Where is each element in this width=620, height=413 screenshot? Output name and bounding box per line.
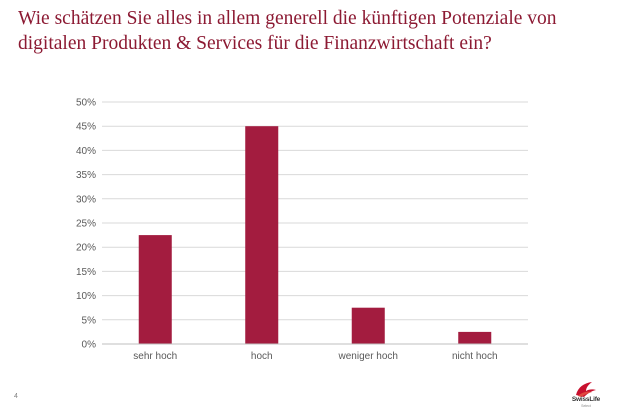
y-tick-label: 50%: [76, 98, 96, 109]
bar-weniger-hoch: [351, 307, 385, 344]
bar-hoch: [245, 126, 279, 344]
y-tick-label: 5%: [82, 315, 97, 326]
x-tick-label: hoch: [251, 351, 273, 362]
logo-subtext: Select: [581, 404, 591, 408]
y-tick-label: 30%: [76, 194, 96, 205]
y-tick-label: 20%: [76, 243, 96, 254]
x-tick-label: sehr hoch: [133, 351, 177, 362]
x-tick-label: nicht hoch: [452, 351, 498, 362]
logo-text: SwissLife: [571, 396, 601, 403]
y-tick-label: 0%: [82, 340, 97, 351]
y-tick-label: 10%: [76, 291, 96, 302]
y-axis-ticks: 0% 5% 10% 15% 20% 25% 30% 35% 40% 45% 50%: [76, 98, 96, 351]
y-tick-label: 35%: [76, 170, 96, 181]
swiss-life-logo-icon: [576, 382, 596, 397]
bars: [138, 126, 492, 344]
x-tick-label: weniger hoch: [338, 351, 398, 362]
y-tick-label: 45%: [76, 122, 96, 133]
y-tick-label: 40%: [76, 146, 96, 157]
bar-sehr-hoch: [138, 235, 172, 344]
x-axis-ticks: sehr hoch hoch weniger hoch nicht hoch: [133, 351, 497, 362]
chart-title-line-1: Wie schätzen Sie alles in allem generell…: [18, 8, 557, 29]
y-tick-label: 25%: [76, 219, 96, 230]
chart-title: Wie schätzen Sie alles in allem generell…: [18, 6, 608, 56]
gridlines: [102, 101, 528, 321]
y-tick-label: 15%: [76, 267, 96, 278]
chart-title-line-2: digitalen Produkten & Services für die F…: [18, 33, 492, 54]
page-number: 4: [14, 393, 18, 400]
bar-nicht-hoch: [458, 331, 492, 344]
